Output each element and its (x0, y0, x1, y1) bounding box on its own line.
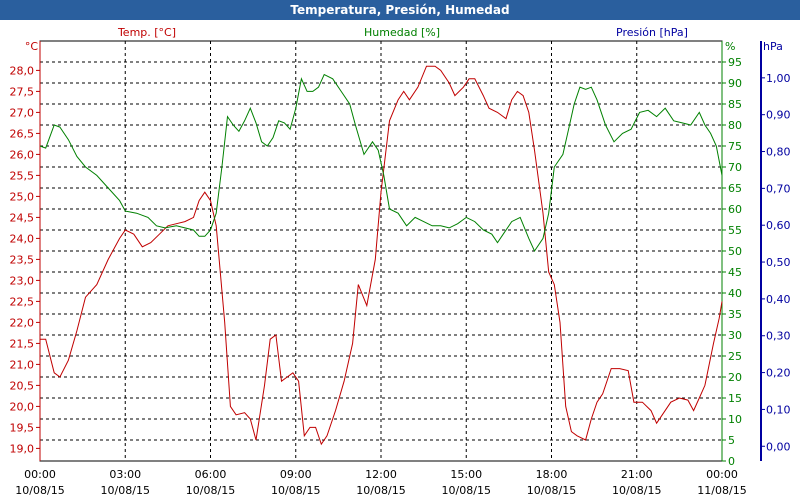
temp-tick-label: 20,5 (10, 379, 35, 392)
pres-tick-label: 0,00 (766, 440, 791, 453)
temp-tick-label: 21,0 (10, 358, 35, 371)
temp-tick-label: 28,0 (10, 64, 35, 77)
temp-tick-label: 19,5 (10, 421, 35, 434)
temp-series-line (40, 65, 723, 446)
temp-tick-label: 19,0 (10, 442, 35, 455)
hum-tick-label: 90 (728, 77, 742, 90)
grid-layer (39, 40, 723, 462)
temp-tick-label: 27,0 (10, 106, 35, 119)
x-tick-date-label: 11/08/15 (697, 484, 746, 497)
pres-tick-label: 0,30 (766, 330, 791, 343)
pres-tick-label: 0,40 (766, 293, 791, 306)
temp-tick-label: 21,5 (10, 337, 35, 350)
temp-tick-label: 20,0 (10, 400, 35, 413)
pres-tick-label: 0,10 (766, 403, 791, 416)
pres-tick-label: 0,70 (766, 182, 791, 195)
hum-tick-label: 30 (728, 329, 742, 342)
hum-unit-label: % (725, 40, 735, 53)
pres-tick-label: 0,90 (766, 109, 791, 122)
hum-tick-label: 50 (728, 245, 742, 258)
temp-tick-label: 27,5 (10, 85, 35, 98)
x-tick-time-label: 21:00 (621, 468, 653, 481)
hum-tick-label: 70 (728, 161, 742, 174)
pres-axis-label: Presión [hPa] (616, 26, 688, 39)
hum-tick-label: 95 (728, 56, 742, 69)
hum-tick-label: 75 (728, 140, 742, 153)
x-tick-date-label: 10/08/15 (101, 484, 150, 497)
hum-tick-label: 60 (728, 203, 742, 216)
pres-tick-label: 0,50 (766, 256, 791, 269)
temp-unit-label: °C (25, 40, 39, 53)
hum-tick-label: 40 (728, 287, 742, 300)
temp-tick-label: 26,0 (10, 148, 35, 161)
hum-tick-label: 80 (728, 119, 742, 132)
hum-tick-label: 15 (728, 392, 742, 405)
temp-tick-label: 23,0 (10, 274, 35, 287)
x-tick-date-label: 10/08/15 (356, 484, 405, 497)
pres-unit-label: hPa (763, 40, 783, 53)
x-tick-time-label: 18:00 (536, 468, 568, 481)
series-layer (39, 65, 723, 446)
hum-tick-label: 10 (728, 413, 742, 426)
x-tick-time-label: 15:00 (450, 468, 482, 481)
x-tick-date-label: 10/08/15 (612, 484, 661, 497)
hum-tick-label: 65 (728, 182, 742, 195)
x-tick-time-label: 03:00 (109, 468, 141, 481)
x-tick-time-label: 09:00 (280, 468, 312, 481)
temp-tick-label: 24,0 (10, 232, 35, 245)
temp-tick-label: 22,0 (10, 316, 35, 329)
x-tick-time-label: 00:00 (24, 468, 56, 481)
temp-tick-label: 25,0 (10, 190, 35, 203)
x-tick-date-label: 10/08/15 (186, 484, 235, 497)
pres-tick-label: 0,60 (766, 219, 791, 232)
x-tick-time-label: 12:00 (365, 468, 397, 481)
x-tick-time-label: 06:00 (195, 468, 227, 481)
hum-tick-label: 5 (728, 434, 735, 447)
hum-tick-label: 20 (728, 371, 742, 384)
x-tick-date-label: 10/08/15 (15, 484, 64, 497)
hum-series-line (39, 73, 723, 253)
x-tick-time-label: 00:00 (706, 468, 738, 481)
x-tick-date-label: 10/08/15 (442, 484, 491, 497)
temp-tick-label: 25,5 (10, 169, 35, 182)
temp-tick-label: 23,5 (10, 253, 35, 266)
hum-tick-label: 85 (728, 98, 742, 111)
hum-tick-label: 0 (728, 455, 735, 468)
axes-layer: 00:00 10/08/15 03:00 10/08/15 06:00 10/08/15 0… (10, 41, 791, 497)
pres-tick-label: 1,00 (766, 72, 791, 85)
x-tick-date-label: 10/08/15 (271, 484, 320, 497)
hum-tick-label: 35 (728, 308, 742, 321)
hum-axis-label: Humedad [%] (364, 26, 440, 39)
hum-tick-label: 55 (728, 224, 742, 237)
temp-tick-label: 26,5 (10, 127, 35, 140)
hum-tick-label: 25 (728, 350, 742, 363)
x-tick-date-label: 10/08/15 (527, 484, 576, 497)
temp-axis-label: Temp. [°C] (117, 26, 176, 39)
chart-title: Temperatura, Presión, Humedad (0, 0, 800, 20)
pres-tick-label: 0,80 (766, 146, 791, 159)
temp-tick-label: 22,5 (10, 295, 35, 308)
temp-tick-label: 24,5 (10, 211, 35, 224)
pres-tick-label: 0,20 (766, 367, 791, 380)
hum-tick-label: 45 (728, 266, 742, 279)
